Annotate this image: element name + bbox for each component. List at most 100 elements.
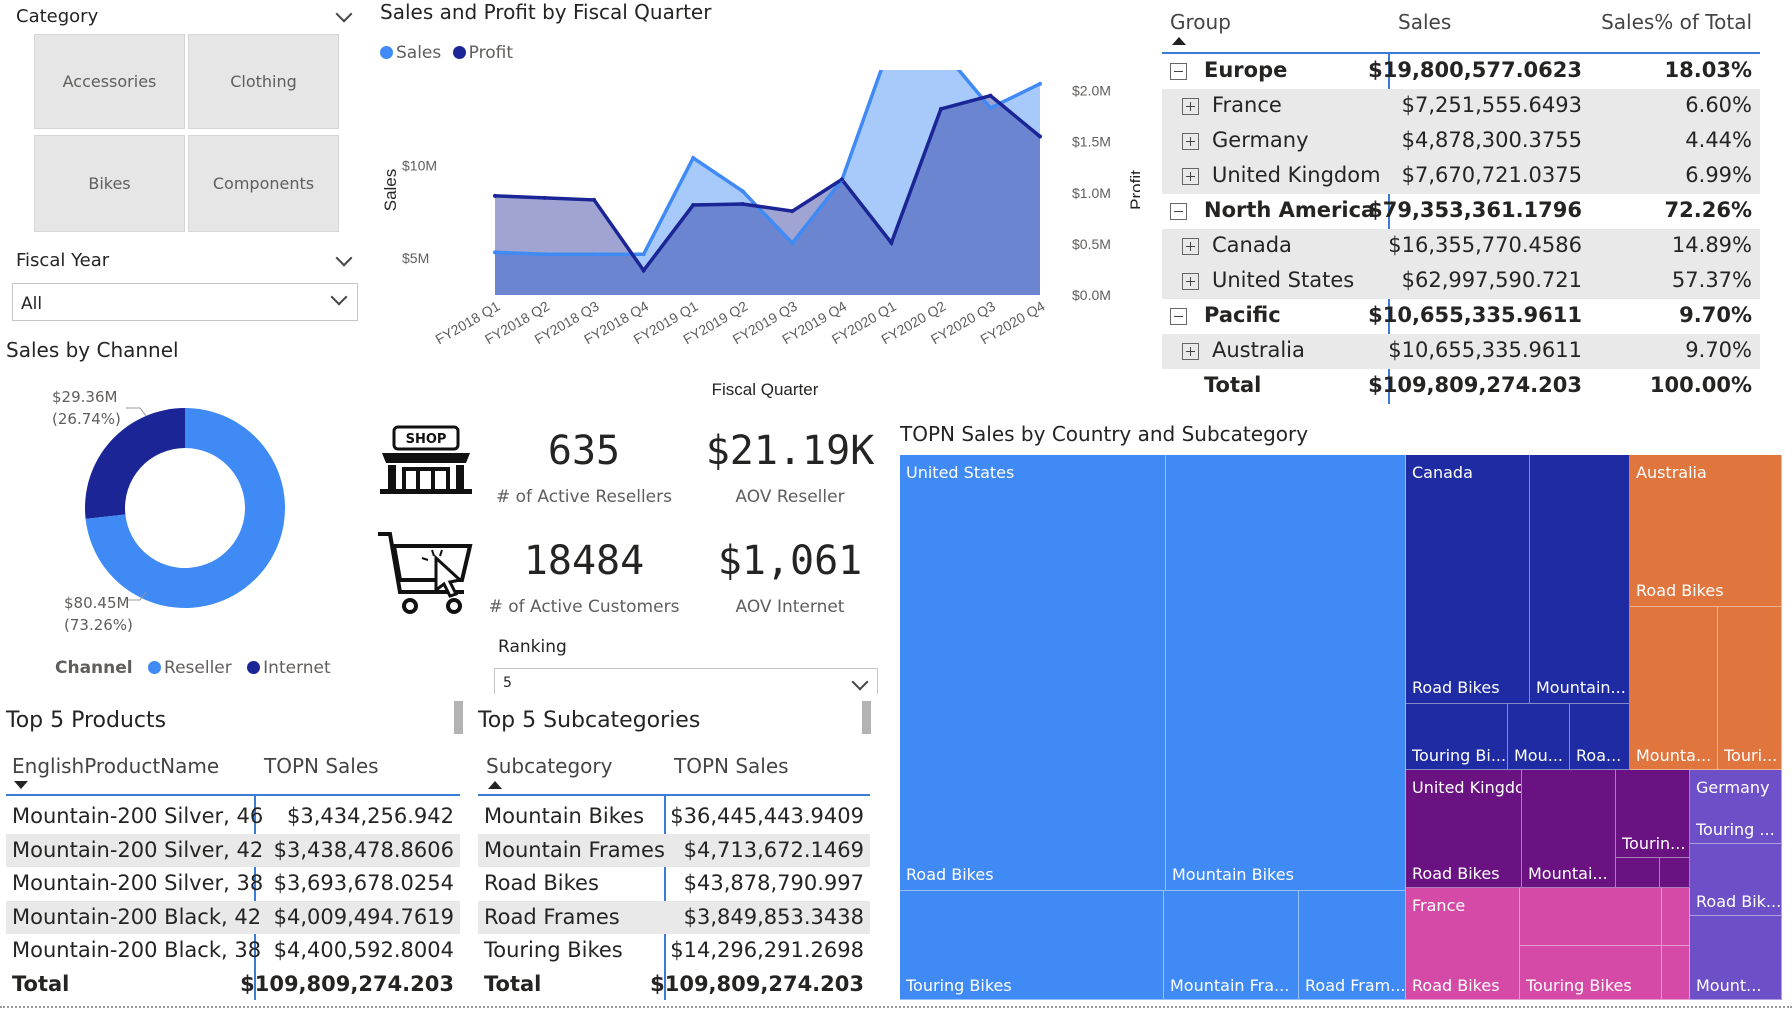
tm-au-road-bikes[interactable]: Australia Road Bikes bbox=[1630, 455, 1782, 607]
collapse-minus-icon[interactable] bbox=[1170, 308, 1187, 325]
category-chevron-down-icon[interactable] bbox=[335, 5, 353, 23]
table-row[interactable]: Road Bikes $43,878,790.997 bbox=[478, 867, 870, 901]
tm-uk-road-bikes[interactable]: United Kingdom Road Bikes bbox=[1406, 770, 1522, 888]
matrix-row-sales: $7,670,721.0375 bbox=[1401, 163, 1582, 187]
slicer-item-clothing[interactable]: Clothing bbox=[188, 34, 339, 129]
expand-plus-icon[interactable] bbox=[1182, 273, 1199, 290]
profit-point-2[interactable] bbox=[592, 197, 597, 202]
collapse-minus-icon[interactable] bbox=[1170, 203, 1187, 220]
tm-uk-other-2[interactable] bbox=[1660, 858, 1690, 888]
matrix-header-pct[interactable]: Sales% of Total bbox=[1601, 10, 1752, 34]
sort-asc-icon[interactable] bbox=[1172, 37, 1186, 45]
profit-point-10[interactable] bbox=[988, 93, 993, 98]
tm-fr-road-bikes[interactable]: France Road Bikes bbox=[1406, 888, 1520, 1000]
tm-ca-mountain-frames[interactable]: Mou... bbox=[1508, 704, 1570, 770]
sales-point-2[interactable] bbox=[592, 252, 597, 257]
matrix-row-australia[interactable]: Australia $10,655,335.9611 9.70% bbox=[1162, 334, 1760, 369]
table-row[interactable]: Mountain-200 Black, 42 $4,009,494.7619 bbox=[6, 900, 460, 934]
expand-plus-icon[interactable] bbox=[1182, 168, 1199, 185]
tm-ca-touring-bikes[interactable]: Touring Bi... bbox=[1406, 704, 1508, 770]
slicer-item-bikes[interactable]: Bikes bbox=[34, 135, 185, 232]
tm-us-road-frames[interactable]: Road Fram... bbox=[1299, 891, 1406, 1000]
matrix-row-pct: 72.26% bbox=[1664, 198, 1752, 222]
sales-point-6[interactable] bbox=[790, 241, 795, 246]
tm-de-touring-bikes[interactable]: Germany Touring ... bbox=[1690, 770, 1782, 844]
profit-point-5[interactable] bbox=[740, 202, 745, 207]
tm-ca-road-frames[interactable]: Roa... bbox=[1570, 704, 1630, 770]
matrix-header-group[interactable]: Group bbox=[1170, 10, 1231, 34]
matrix-row-canada[interactable]: Canada $16,355,770.4586 14.89% bbox=[1162, 229, 1760, 264]
profit-point-9[interactable] bbox=[938, 106, 943, 111]
sales-point-1[interactable] bbox=[542, 252, 547, 257]
matrix-row-france[interactable]: France $7,251,555.6493 6.60% bbox=[1162, 89, 1760, 124]
table-row[interactable]: Mountain-200 Silver, 38 $3,693,678.0254 bbox=[6, 867, 460, 901]
tm-au-touring-bikes[interactable]: Touri... bbox=[1718, 607, 1782, 770]
matrix-row-north-america[interactable]: North America $79,353,361.1796 72.26% bbox=[1162, 194, 1760, 229]
donut-slice-internet[interactable] bbox=[85, 408, 185, 519]
tm-de-road-bikes[interactable]: Road Bik... bbox=[1690, 844, 1782, 916]
top-subcategories-header-sales[interactable]: TOPN Sales bbox=[674, 754, 789, 778]
tm-ca-road-bikes[interactable]: Canada Road Bikes bbox=[1406, 455, 1530, 704]
profit-point-11[interactable] bbox=[1038, 134, 1042, 139]
top-subcategories-sort-icon[interactable] bbox=[488, 781, 502, 789]
expand-plus-icon[interactable] bbox=[1182, 98, 1199, 115]
slicer-item-accessories[interactable]: Accessories bbox=[34, 34, 185, 129]
tm-us-mountain-bikes[interactable]: Mountain Bikes bbox=[1166, 455, 1406, 891]
table-row[interactable]: Mountain-200 Silver, 46 $3,434,256.942 bbox=[6, 800, 460, 834]
collapse-minus-icon[interactable] bbox=[1170, 63, 1187, 80]
expand-plus-icon[interactable] bbox=[1182, 343, 1199, 360]
donut-slice-reseller[interactable] bbox=[85, 408, 285, 608]
profit-point-4[interactable] bbox=[691, 203, 696, 208]
ranking-dropdown[interactable]: 5 bbox=[494, 668, 878, 694]
table-row[interactable]: Mountain-200 Silver, 42 $3,438,478.8606 bbox=[6, 833, 460, 867]
expand-plus-icon[interactable] bbox=[1182, 238, 1199, 255]
table-row[interactable]: Mountain Frames $4,713,672.1469 bbox=[478, 833, 870, 867]
tm-fr-other-2[interactable] bbox=[1662, 946, 1690, 1000]
tm-au-mountain-bikes[interactable]: Mounta... bbox=[1630, 607, 1718, 770]
matrix-row-united-states[interactable]: United States $62,997,590.721 57.37% bbox=[1162, 264, 1760, 299]
fiscal-year-chevron-down-icon[interactable] bbox=[335, 249, 353, 267]
profit-point-3[interactable] bbox=[641, 268, 646, 273]
table-row[interactable]: Mountain Bikes $36,445,443.9409 bbox=[478, 800, 870, 834]
tm-uk-other-1[interactable] bbox=[1616, 858, 1660, 888]
matrix-row-united-kingdom[interactable]: United Kingdom $7,670,721.0375 6.99% bbox=[1162, 159, 1760, 194]
sales-point-3[interactable] bbox=[641, 252, 646, 257]
table-row[interactable]: Touring Bikes $14,296,291.2698 bbox=[478, 934, 870, 968]
matrix-row-label: North America bbox=[1204, 198, 1376, 222]
tm-fr-mountain-bikes[interactable] bbox=[1520, 888, 1662, 946]
sales-point-11[interactable] bbox=[1038, 81, 1042, 86]
top-products-scroll-handle[interactable] bbox=[454, 701, 463, 734]
sales-point-0[interactable] bbox=[493, 250, 497, 255]
expand-plus-icon[interactable] bbox=[1182, 133, 1199, 150]
slicer-item-components[interactable]: Components bbox=[188, 135, 339, 232]
tm-uk-mountain-bikes[interactable]: Mountai... bbox=[1522, 770, 1616, 888]
tm-fr-touring-bikes[interactable]: Touring Bikes bbox=[1520, 946, 1662, 1000]
matrix-row-europe[interactable]: Europe $19,800,577.0623 18.03% bbox=[1162, 54, 1760, 89]
matrix-row-pacific[interactable]: Pacific $10,655,335.9611 9.70% bbox=[1162, 299, 1760, 334]
tm-uk-touring-bikes[interactable]: Tourin... bbox=[1616, 770, 1690, 858]
tm-us-road-bikes[interactable]: United States Road Bikes bbox=[900, 455, 1166, 891]
sales-point-5[interactable] bbox=[740, 189, 745, 194]
tm-us-touring-bikes[interactable]: Touring Bikes bbox=[900, 891, 1164, 1000]
table-row[interactable]: Road Frames $3,849,853.3438 bbox=[478, 900, 870, 934]
left-scroll-handle[interactable] bbox=[862, 701, 871, 734]
profit-point-6[interactable] bbox=[790, 209, 795, 214]
profit-point-7[interactable] bbox=[839, 177, 844, 182]
tm-de-mountain-bikes[interactable]: Mount... bbox=[1690, 916, 1782, 1000]
tm-us-mountain-frames[interactable]: Mountain Fra... bbox=[1164, 891, 1299, 1000]
sales-point-10[interactable] bbox=[988, 105, 993, 110]
top-products-sort-icon[interactable] bbox=[14, 781, 28, 789]
top-subcategories-header-name[interactable]: Subcategory bbox=[486, 754, 613, 778]
profit-point-0[interactable] bbox=[493, 193, 497, 198]
table-row[interactable]: Mountain-200 Black, 38 $4,400,592.8004 bbox=[6, 934, 460, 968]
profit-point-8[interactable] bbox=[889, 240, 894, 245]
matrix-row-germany[interactable]: Germany $4,878,300.3755 4.44% bbox=[1162, 124, 1760, 159]
sales-point-4[interactable] bbox=[691, 155, 696, 160]
top-products-header-name[interactable]: EnglishProductName bbox=[12, 754, 220, 778]
profit-point-1[interactable] bbox=[542, 195, 547, 200]
tm-ca-mountain-bikes[interactable]: Mountain... bbox=[1530, 455, 1630, 704]
fiscal-year-dropdown[interactable]: All bbox=[12, 283, 358, 321]
top-products-header-sales[interactable]: TOPN Sales bbox=[264, 754, 379, 778]
matrix-header-sales[interactable]: Sales bbox=[1398, 10, 1452, 34]
tm-fr-other-1[interactable] bbox=[1662, 888, 1690, 946]
